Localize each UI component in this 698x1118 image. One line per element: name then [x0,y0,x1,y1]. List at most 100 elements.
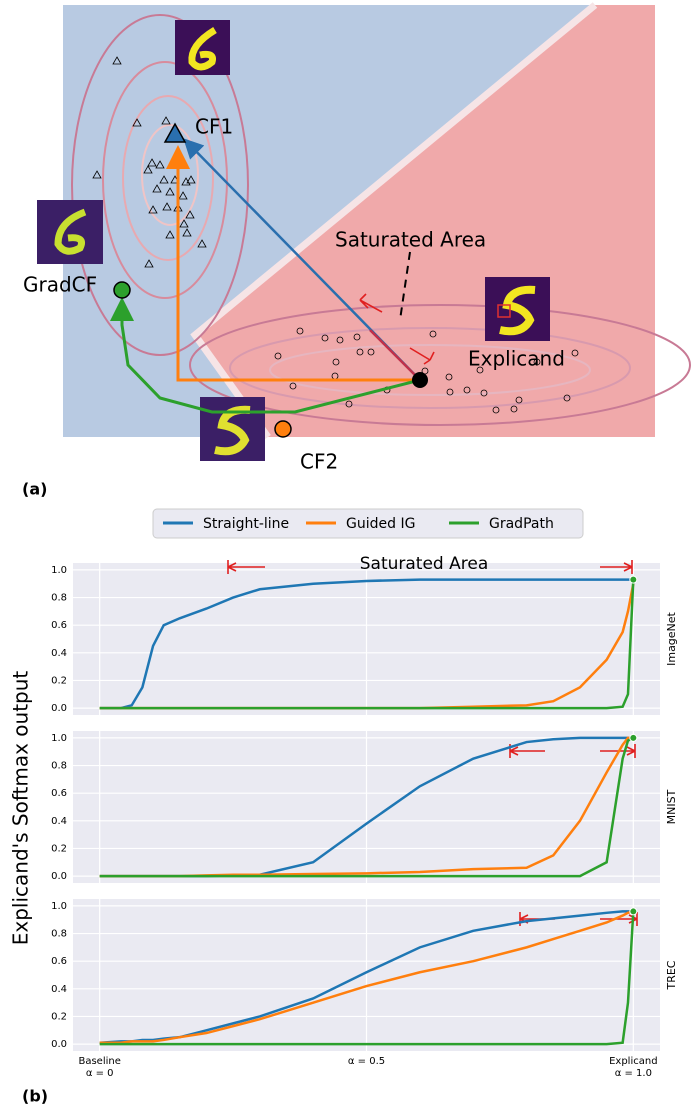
triangle-sample [161,116,171,125]
row-label: ImageNet [665,611,678,665]
circle-sample [571,349,579,357]
triangle-sample [197,239,207,248]
circle-sample [563,394,571,402]
series-line [99,911,635,1046]
y-tick-label: 0.2 [51,1011,67,1022]
saturation-marker [600,560,633,574]
triangle-sample [112,56,122,65]
circle-sample [367,348,375,356]
endpoint [629,907,638,916]
saturation-marker [600,744,636,758]
series-line [99,910,634,1044]
triangle-sample [162,202,172,211]
contours-right [189,304,691,426]
y-tick-label: 1.0 [51,733,67,744]
arrow-gradpath [110,297,421,414]
circle-sample [445,373,453,381]
label-cf2: CF2 [300,450,338,474]
digit-image [499,285,536,336]
circle-sample [289,382,297,390]
y-tick-label: 0.8 [51,929,67,940]
saturation-marker [509,744,545,758]
y-axis-label: Explicand's Softmax output [9,671,33,946]
x-tick-label: Explicand α = 1.0 [609,1056,658,1079]
contours-left [71,14,249,356]
triangle-sample [143,165,153,174]
triangle-sample [159,175,169,184]
digit-image [54,208,87,255]
triangle-sample [165,230,175,239]
y-tick-label: 0.8 [51,593,67,604]
triangle-sample [165,187,175,196]
y-tick-label: 0.4 [51,984,67,995]
y-tick-label: 0.2 [51,843,67,854]
y-tick-label: 0.4 [51,648,67,659]
cf2-point [274,420,292,438]
circle-sample [296,327,304,335]
triangle-sample [148,205,158,214]
endpoint [629,733,638,742]
gradcf-point [113,281,131,299]
y-tick-label: 0.0 [51,1039,67,1050]
y-tick-label: 1.0 [51,565,67,576]
y-tick-label: 1.0 [51,901,67,912]
highlight-box [497,304,511,318]
triangle-sample [179,219,189,228]
series-line [99,910,634,1044]
y-tick-label: 0.0 [51,703,67,714]
triangle-sample [182,228,192,237]
circle-sample [345,400,353,408]
circle-sample [321,334,329,342]
y-tick-label: 0.6 [51,956,67,967]
legend-label: Straight-line [203,516,289,532]
panel-label: (a) [22,480,47,499]
label-explicand: Explicand [468,347,565,371]
explicand-point [412,372,428,388]
circle-sample [480,389,488,397]
circle-sample [510,405,518,413]
legend-label: Guided IG [346,516,415,532]
y-tick-label: 0.6 [51,788,67,799]
triangle-sample [144,259,154,268]
triangle-sample [92,170,102,179]
triangle-sample [185,210,195,219]
leader-line [399,251,411,321]
triangle-sample [152,184,162,193]
label-saturated: Saturated Area [335,228,486,252]
label-gradcf: GradCF [23,273,97,297]
circle-sample [463,386,471,394]
circle-sample [336,336,344,344]
saturation-marker [227,560,265,574]
arrow-guided [166,145,420,382]
circle-sample [446,388,454,396]
circle-sample [429,330,437,338]
x-tick-label: Baseline α = 0 [78,1056,121,1079]
y-tick-label: 0.4 [51,816,67,827]
circle-sample [515,396,523,404]
y-tick-label: 0.8 [51,761,67,772]
arrow-straight [369,329,421,381]
series-line [99,736,634,878]
saturation-marker [359,293,435,365]
y-tick-label: 0.2 [51,675,67,686]
series-line [99,579,635,710]
circle-sample [353,333,361,341]
digit-image [188,26,217,71]
saturation-marker [600,912,638,926]
triangle-sample [132,118,142,127]
endpoint [629,575,638,584]
circle-sample [492,406,500,414]
circle-sample [356,348,364,356]
series-line [99,578,634,710]
label-cf1: CF1 [195,115,233,139]
panel-label: (b) [22,1087,48,1106]
circle-sample [332,358,340,366]
y-tick-label: 0.6 [51,620,67,631]
row-label: MNIST [665,789,678,824]
x-tick-label: α = 0.5 [347,1056,386,1067]
legend-label: GradPath [489,516,554,532]
legend [152,508,584,539]
circle-sample [274,352,282,360]
